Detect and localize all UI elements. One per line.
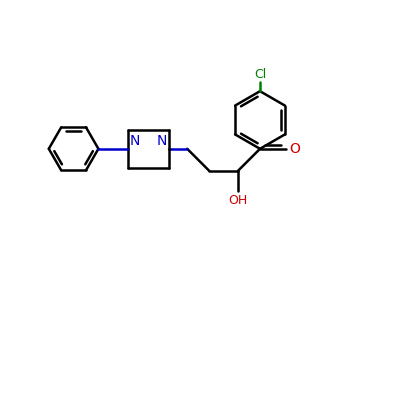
Text: OH: OH	[228, 194, 248, 207]
Text: N: N	[130, 134, 140, 148]
Text: N: N	[157, 134, 167, 148]
Text: O: O	[289, 142, 300, 156]
Text: Cl: Cl	[254, 68, 266, 81]
